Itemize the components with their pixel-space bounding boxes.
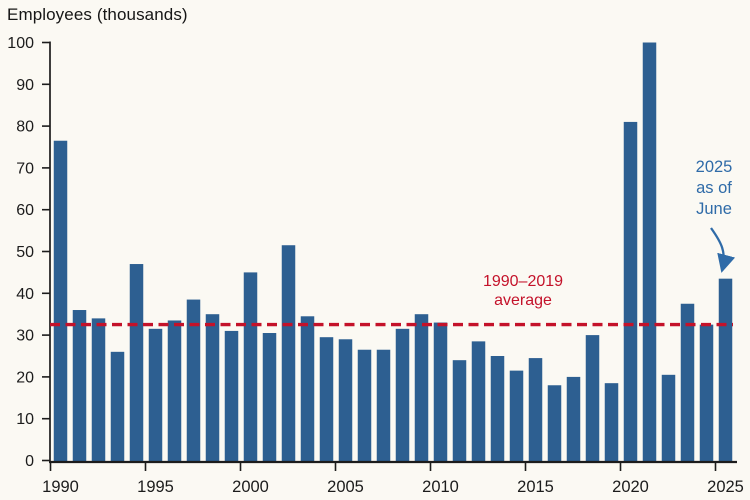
bar-2014 xyxy=(509,370,524,462)
average-line-label: 1990–2019 average xyxy=(423,272,623,310)
bar-2010 xyxy=(433,322,448,462)
bar-2012 xyxy=(471,341,486,462)
bar-2004 xyxy=(319,337,334,462)
bar-2006 xyxy=(357,349,372,462)
annotation-line1: 2025 xyxy=(695,158,733,176)
bar-1998 xyxy=(205,314,220,462)
bar-2018 xyxy=(585,335,600,462)
y-tick-label-100: 100 xyxy=(7,35,34,52)
bar-2017 xyxy=(566,376,581,462)
bar-2019 xyxy=(604,383,619,462)
x-tick-label-2015: 2015 xyxy=(517,478,554,496)
bar-2001 xyxy=(262,333,277,462)
annotation-line3: June xyxy=(696,200,732,218)
bar-2015 xyxy=(528,358,543,462)
bar-1994 xyxy=(129,264,144,462)
bar-2020 xyxy=(623,121,638,462)
annotation-2025-label: 2025 as of June xyxy=(664,157,750,220)
bar-2009 xyxy=(414,314,429,462)
annotation-line2: as of xyxy=(696,179,732,197)
y-tick-label-70: 70 xyxy=(16,160,34,177)
bar-2008 xyxy=(395,328,410,462)
bar-1996 xyxy=(167,320,182,462)
y-tick-label-50: 50 xyxy=(16,244,34,261)
bar-2002 xyxy=(281,245,296,462)
x-tick-label-2000: 2000 xyxy=(232,478,269,496)
y-tick-label-60: 60 xyxy=(16,202,34,219)
bar-1993 xyxy=(110,351,125,462)
average-label-line1: 1990–2019 xyxy=(482,273,564,290)
bar-2003 xyxy=(300,316,315,462)
y-tick-label-80: 80 xyxy=(16,119,34,136)
y-tick-label-30: 30 xyxy=(16,328,34,345)
x-tick-label-1995: 1995 xyxy=(137,478,174,496)
bar-1997 xyxy=(186,299,201,462)
x-tick-label-2025: 2025 xyxy=(707,478,744,496)
bar-2021 xyxy=(642,42,657,462)
bar-2016 xyxy=(547,385,562,462)
x-tick-label-1990: 1990 xyxy=(42,478,79,496)
chart-title: Employees (thousands) xyxy=(7,5,188,24)
bar-2013 xyxy=(490,356,505,462)
bar-2000 xyxy=(243,272,258,462)
bar-2005 xyxy=(338,339,353,462)
bar-2024 xyxy=(699,324,714,462)
bar-1992 xyxy=(91,318,106,462)
bar-2025 xyxy=(718,278,733,462)
y-tick-label-40: 40 xyxy=(16,286,34,303)
bar-1991 xyxy=(72,310,87,462)
annotation-arrow xyxy=(710,227,736,273)
y-tick-label-90: 90 xyxy=(16,77,34,94)
y-tick-label-20: 20 xyxy=(16,369,34,386)
x-tick-label-2005: 2005 xyxy=(327,478,364,496)
bar-2022 xyxy=(661,374,676,462)
bar-2011 xyxy=(452,360,467,462)
x-tick-label-2010: 2010 xyxy=(422,478,459,496)
average-label-line2: average xyxy=(494,292,552,309)
bar-2007 xyxy=(376,349,391,462)
y-tick-label-0: 0 xyxy=(25,453,34,470)
y-tick-label-10: 10 xyxy=(16,411,34,428)
bar-1990 xyxy=(53,140,68,462)
bar-1999 xyxy=(224,330,239,462)
bar-1995 xyxy=(148,328,163,462)
bar-2023 xyxy=(680,303,695,462)
x-tick-label-2020: 2020 xyxy=(612,478,649,496)
